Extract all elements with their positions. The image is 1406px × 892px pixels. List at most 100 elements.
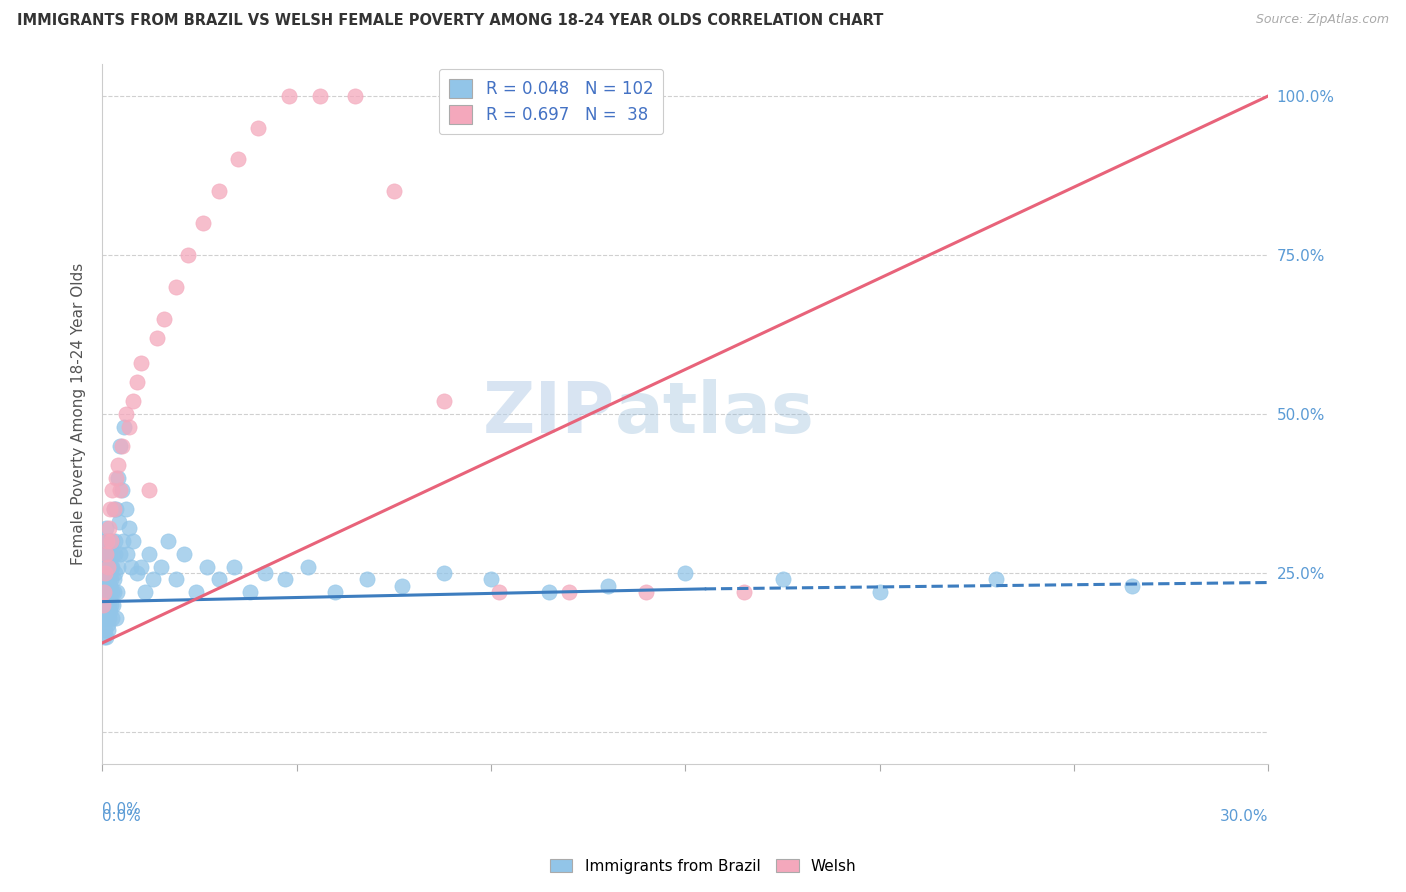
Point [94,566,117,580]
Point [433,394,456,409]
Point [103,502,125,516]
Point [96,559,118,574]
Point [114,407,136,421]
Point [94,534,117,549]
Point [93,598,115,612]
Point [636,585,658,599]
Text: 0.0%: 0.0% [103,809,141,824]
Point [733,585,755,599]
Point [173,547,195,561]
Point [94,585,117,599]
Point [193,216,215,230]
Point [97,598,120,612]
Point [479,572,502,586]
Point [122,394,145,409]
Point [93,547,115,561]
Point [111,534,134,549]
Point [117,547,139,561]
Point [97,585,120,599]
Point [184,585,207,599]
Point [96,610,118,624]
Point [98,604,121,618]
Point [105,502,128,516]
Point [97,547,120,561]
Point [118,521,141,535]
Point [869,585,891,599]
Point [127,375,149,389]
Point [100,559,122,574]
Point [101,547,124,561]
Text: 0.0%: 0.0% [103,802,141,817]
Point [488,585,510,599]
Point [104,470,127,484]
Point [986,572,1008,586]
Point [208,184,231,198]
Point [101,483,124,498]
Point [97,566,120,580]
Point [138,483,160,498]
Point [94,585,117,599]
Point [94,547,117,561]
Point [94,610,117,624]
Point [104,610,127,624]
Point [325,585,347,599]
Point [100,534,122,549]
Point [226,153,249,167]
Point [165,279,187,293]
Point [98,502,121,516]
Point [96,598,118,612]
Point [129,559,152,574]
Point [142,572,165,586]
Point [94,559,117,574]
Legend: Immigrants from Brazil, Welsh: Immigrants from Brazil, Welsh [544,853,862,880]
Point [93,585,115,599]
Point [118,419,141,434]
Point [239,585,262,599]
Point [208,572,231,586]
Point [254,566,277,580]
Legend: R = 0.048   N = 102, R = 0.697   N =  38: R = 0.048 N = 102, R = 0.697 N = 38 [439,69,664,134]
Point [391,579,413,593]
Point [100,598,122,612]
Point [107,458,129,472]
Point [309,88,332,103]
Point [94,521,117,535]
Point [93,610,115,624]
Point [138,547,160,561]
Point [100,534,122,549]
Point [111,439,134,453]
Point [104,547,127,561]
Point [157,534,180,549]
Point [772,572,794,586]
Point [94,630,117,644]
Text: IMMIGRANTS FROM BRAZIL VS WELSH FEMALE POVERTY AMONG 18-24 YEAR OLDS CORRELATION: IMMIGRANTS FROM BRAZIL VS WELSH FEMALE P… [17,13,883,29]
Point [104,534,127,549]
Point [98,559,121,574]
Point [93,604,115,618]
Point [93,598,115,612]
Point [153,311,176,326]
Point [277,88,299,103]
Point [107,470,129,484]
Point [94,610,117,624]
Point [433,566,456,580]
Point [96,572,118,586]
Point [246,120,269,135]
Point [101,559,124,574]
Point [94,572,117,586]
Point [91,598,114,612]
Point [297,559,319,574]
Point [145,330,167,344]
Point [101,610,124,624]
Point [105,585,128,599]
Point [97,521,120,535]
Point [93,630,115,644]
Y-axis label: Female Poverty Among 18-24 Year Olds: Female Poverty Among 18-24 Year Olds [72,263,86,565]
Point [122,534,145,549]
Point [343,88,366,103]
Point [382,184,405,198]
Point [98,547,121,561]
Text: atlas: atlas [616,379,815,449]
Point [1121,579,1143,593]
Point [108,439,131,453]
